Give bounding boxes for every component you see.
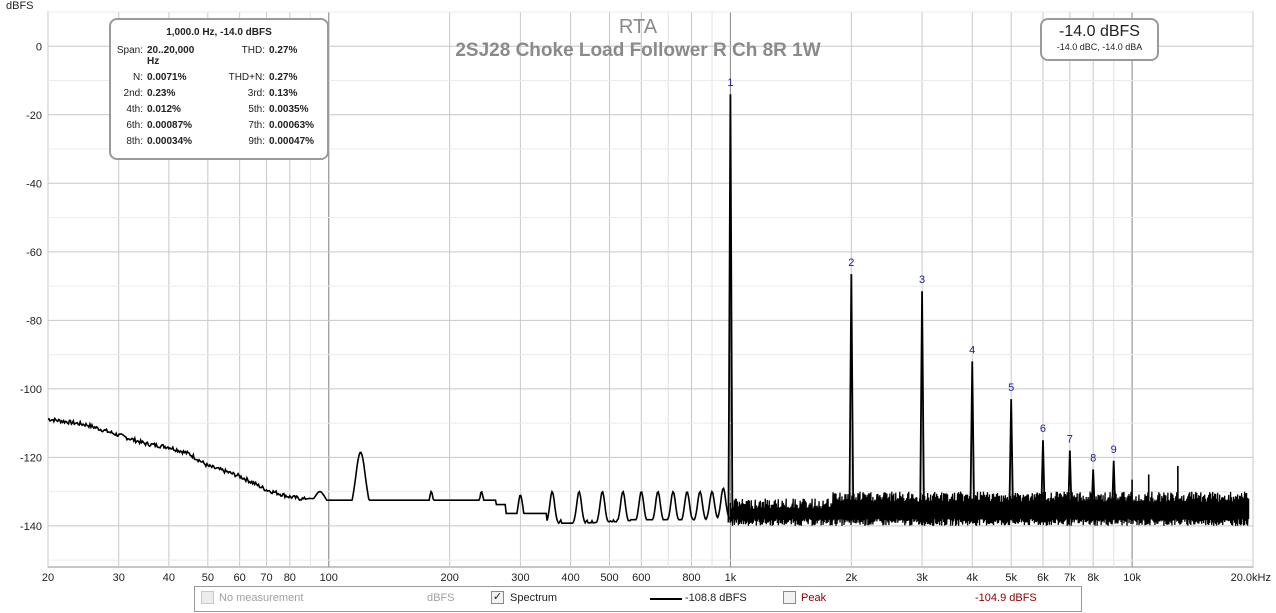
stats-value: 0.00047%: [269, 136, 315, 147]
harmonic-peak: [1090, 469, 1097, 523]
x-tick-label: 20: [42, 572, 54, 584]
stats-key: 4th:: [126, 104, 143, 115]
x-tick-label: 7k: [1064, 572, 1076, 584]
harmonic-peak: [1040, 440, 1046, 523]
stats-value: 0.00034%: [147, 136, 193, 147]
x-tick-label: 6k: [1037, 572, 1049, 584]
harmonic-label: 2: [848, 257, 854, 269]
spectrum-checkbox[interactable]: ✓: [491, 591, 504, 604]
stats-grid: Span: 20..20,000 Hz THD: 0.27% N: 0.0071% THD+…: [111, 45, 327, 147]
spectrum-label: Spectrum: [510, 592, 558, 604]
peak-checkbox[interactable]: [783, 591, 796, 604]
x-tick-label: 3k: [916, 572, 928, 584]
stats-key: N:: [133, 72, 143, 83]
spectrum-high-band: [729, 491, 1250, 526]
y-tick-label: -140: [20, 521, 42, 533]
stats-key: Span:: [116, 45, 143, 56]
x-tick-label: 20.0kHz: [1231, 572, 1271, 584]
x-tick-label: 80: [284, 572, 296, 584]
x-tick-label: 100: [320, 572, 338, 584]
harmonic-label: 4: [969, 344, 975, 356]
chart-title: RTA: [619, 16, 658, 38]
x-tick-label: 10k: [1123, 572, 1141, 584]
stats-key: THD+N:: [228, 72, 265, 83]
x-tick-label: 50: [202, 572, 214, 584]
stats-key: THD:: [241, 45, 265, 56]
spectrum-value: -108.8 dBFS: [685, 592, 747, 604]
stats-value: 0.13%: [269, 88, 298, 99]
harmonic-label: 5: [1008, 382, 1014, 394]
stats-key: 8th:: [126, 136, 143, 147]
y-axis-label: dBFS: [6, 0, 34, 12]
peak-label: Peak: [801, 592, 827, 604]
no-measurement-label: No measurement: [219, 592, 304, 604]
y-tick-label: -120: [20, 452, 42, 464]
y-tick-label: -20: [26, 110, 42, 122]
y-tick-label: -100: [20, 384, 42, 396]
distortion-stats-panel: 1,000.0 Hz, -14.0 dBFS Span: 20..20,000 H…: [109, 18, 329, 160]
x-tick-label: 8k: [1087, 572, 1099, 584]
x-tick-label: 800: [682, 572, 700, 584]
legend-bar: No measurement dBFS ✓ Spectrum -108.8 dB…: [194, 586, 1082, 612]
stats-value: 0.012%: [147, 104, 181, 115]
harmonic-peak: [969, 361, 976, 523]
axes: 0 -20 -40 -60 -80 -100 -120 -140 20 30 40 50 60 70 80 1…: [20, 41, 1271, 584]
harmonic-label: 7: [1067, 434, 1073, 446]
harmonic-peak: [919, 291, 925, 523]
stats-key: 5th:: [248, 104, 265, 115]
x-tick-label: 4k: [966, 572, 978, 584]
level-sub-values: -14.0 dBC, -14.0 dBA: [1056, 42, 1143, 52]
x-tick-label: 5k: [1005, 572, 1017, 584]
harmonic-peak: [1066, 450, 1073, 523]
harmonic-label: 6: [1040, 423, 1046, 435]
x-tick-label: 300: [511, 572, 529, 584]
x-tick-label: 70: [260, 572, 272, 584]
stats-value: 0.00087%: [147, 120, 193, 131]
harmonic-label: 3: [919, 274, 925, 286]
harmonic-peak: [1110, 460, 1117, 523]
peak-value: -104.9 dBFS: [975, 592, 1037, 604]
harmonic-label: 9: [1111, 444, 1117, 456]
spectrum-trace: [47, 94, 1250, 526]
harmonic-peak: [848, 274, 855, 523]
no-measurement-unit: dBFS: [427, 592, 455, 604]
stats-value: 0.23%: [147, 88, 176, 99]
y-tick-label: -80: [26, 315, 42, 327]
harmonic-labels: 1 2 3 4 5 6 7 8 9: [727, 77, 1116, 464]
stats-key: 7th:: [248, 120, 265, 131]
y-tick-label: -40: [26, 178, 42, 190]
stats-key: 6th:: [126, 120, 143, 131]
stats-value: 0.27%: [269, 45, 298, 56]
x-tick-label: 2k: [846, 572, 858, 584]
x-tick-label: 600: [632, 572, 650, 584]
stats-value: 0.0035%: [269, 104, 309, 115]
stats-key: 9th:: [248, 136, 265, 147]
harmonic-label: 8: [1090, 452, 1096, 464]
y-tick-label: -60: [26, 247, 42, 259]
stats-key: 2nd:: [123, 88, 143, 99]
x-tick-label: 30: [113, 572, 125, 584]
x-tick-label: 1k: [725, 572, 737, 584]
spectrum-line-swatch: [650, 598, 682, 600]
harmonic-peak: [727, 94, 734, 523]
stats-value: 0.0071%: [147, 72, 187, 83]
x-tick-label: 400: [561, 572, 579, 584]
no-measurement-checkbox[interactable]: [201, 591, 214, 604]
stats-value: 0.27%: [269, 72, 298, 83]
harmonic-peak: [1008, 399, 1015, 523]
stats-key: 3rd:: [247, 88, 265, 99]
x-tick-label: 40: [163, 572, 175, 584]
stats-value: 20..20,000 Hz: [147, 45, 195, 67]
stats-header: 1,000.0 Hz, -14.0 dBFS: [166, 27, 272, 38]
y-tick-label: 0: [36, 41, 42, 53]
x-tick-label: 200: [440, 572, 458, 584]
stats-value: 0.00063%: [269, 120, 315, 131]
spectrum-low-band: [47, 416, 731, 525]
harmonic-label: 1: [727, 77, 733, 89]
chart-subtitle: 2SJ28 Choke Load Follower R Ch 8R 1W: [455, 40, 820, 61]
x-tick-label: 500: [600, 572, 618, 584]
level-main-value: -14.0 dBFS: [1059, 23, 1140, 40]
level-readout: -14.0 dBFS -14.0 dBC, -14.0 dBA: [1040, 18, 1159, 61]
x-tick-label: 60: [234, 572, 246, 584]
